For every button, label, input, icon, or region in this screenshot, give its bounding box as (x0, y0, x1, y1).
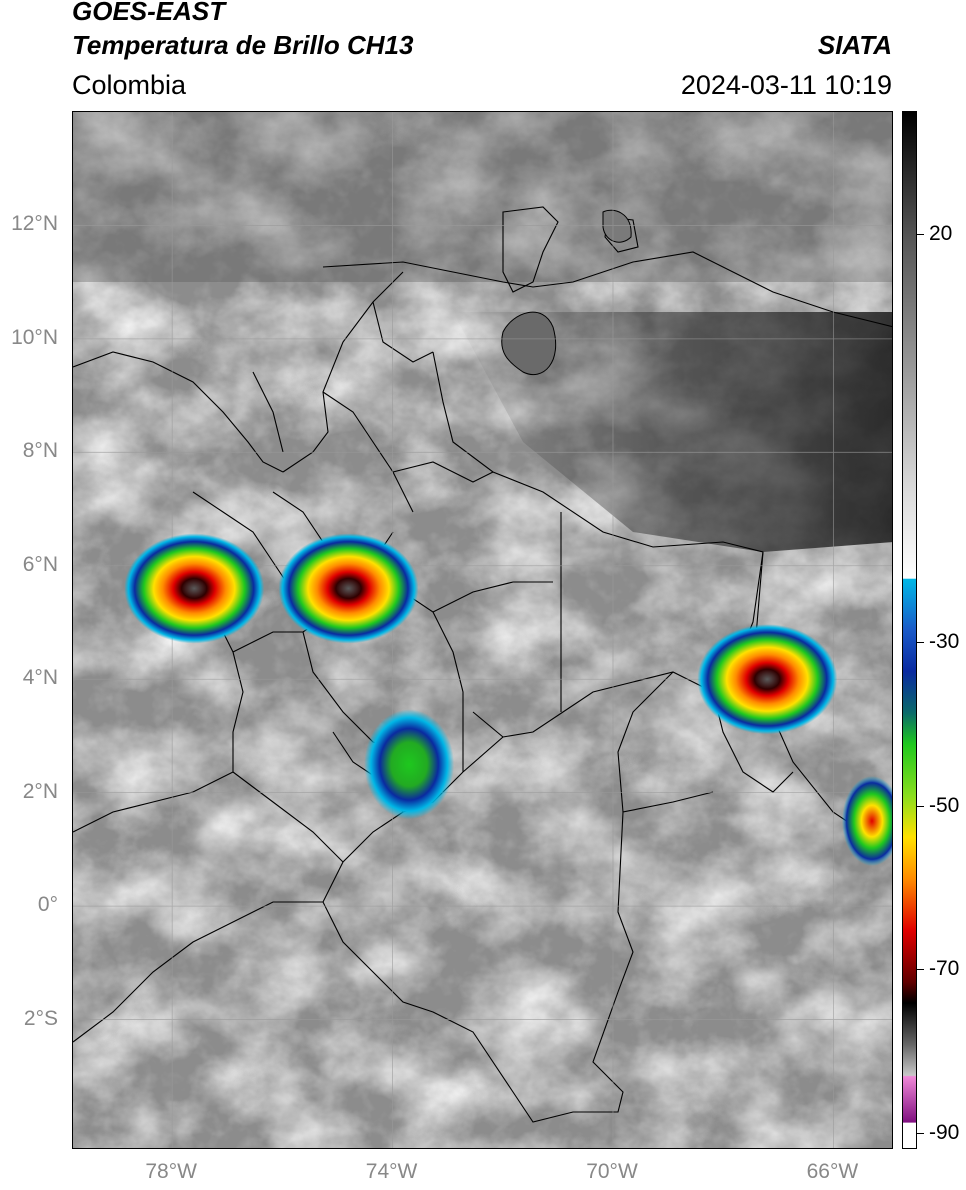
colorbar-tick (917, 969, 924, 971)
lon-label: 66°W (806, 1160, 859, 1183)
convective-cell (697, 624, 838, 735)
satellite-map[interactable] (72, 111, 893, 1149)
lake-maracaibo (501, 311, 557, 376)
colorbar-label: -30 (929, 630, 960, 654)
lat-label: 2°N (22, 779, 58, 803)
lat-label: 0° (37, 893, 58, 917)
colorbar-tick (917, 233, 924, 235)
convective-cell (364, 709, 455, 820)
colorbar-tick (917, 1132, 924, 1134)
colorbar-label: -50 (929, 793, 960, 817)
region-label: Colombia (72, 70, 187, 100)
convective-cell (124, 533, 265, 644)
colorbar-label: -90 (929, 1120, 960, 1144)
lat-label: 4°N (22, 666, 58, 690)
lon-label: 74°W (365, 1160, 418, 1183)
lat-label: 2°S (23, 1006, 58, 1030)
satellite-title: GOES-EAST (72, 0, 226, 26)
colorbar-tick (917, 642, 924, 644)
convective-cell (841, 776, 892, 867)
map-svg (73, 112, 892, 1148)
product-title: Temperatura de Brillo CH13 (72, 30, 414, 60)
colorbar-gradient (903, 112, 916, 1148)
dark-clear-region (453, 312, 892, 552)
lon-label: 78°W (145, 1160, 197, 1183)
colorbar-tick (917, 805, 924, 807)
lat-label: 10°N (11, 325, 58, 349)
datetime-label: 2024-03-11 10:19 (680, 70, 892, 100)
agency-label: SIATA (817, 30, 892, 60)
colorbar-label: -70 (929, 957, 960, 981)
colorbar (902, 111, 917, 1149)
paraguana-peninsula (602, 209, 632, 243)
lat-label: 6°N (22, 552, 58, 576)
lon-label: 70°W (586, 1160, 638, 1183)
caribbean-region (73, 112, 892, 282)
colorbar-label: 20 (929, 221, 953, 245)
storms-layer (124, 533, 892, 867)
lat-label: 12°N (11, 212, 58, 236)
convective-cell (278, 533, 419, 644)
colorbar-svg (903, 112, 916, 1148)
lat-label: 8°N (22, 439, 58, 463)
